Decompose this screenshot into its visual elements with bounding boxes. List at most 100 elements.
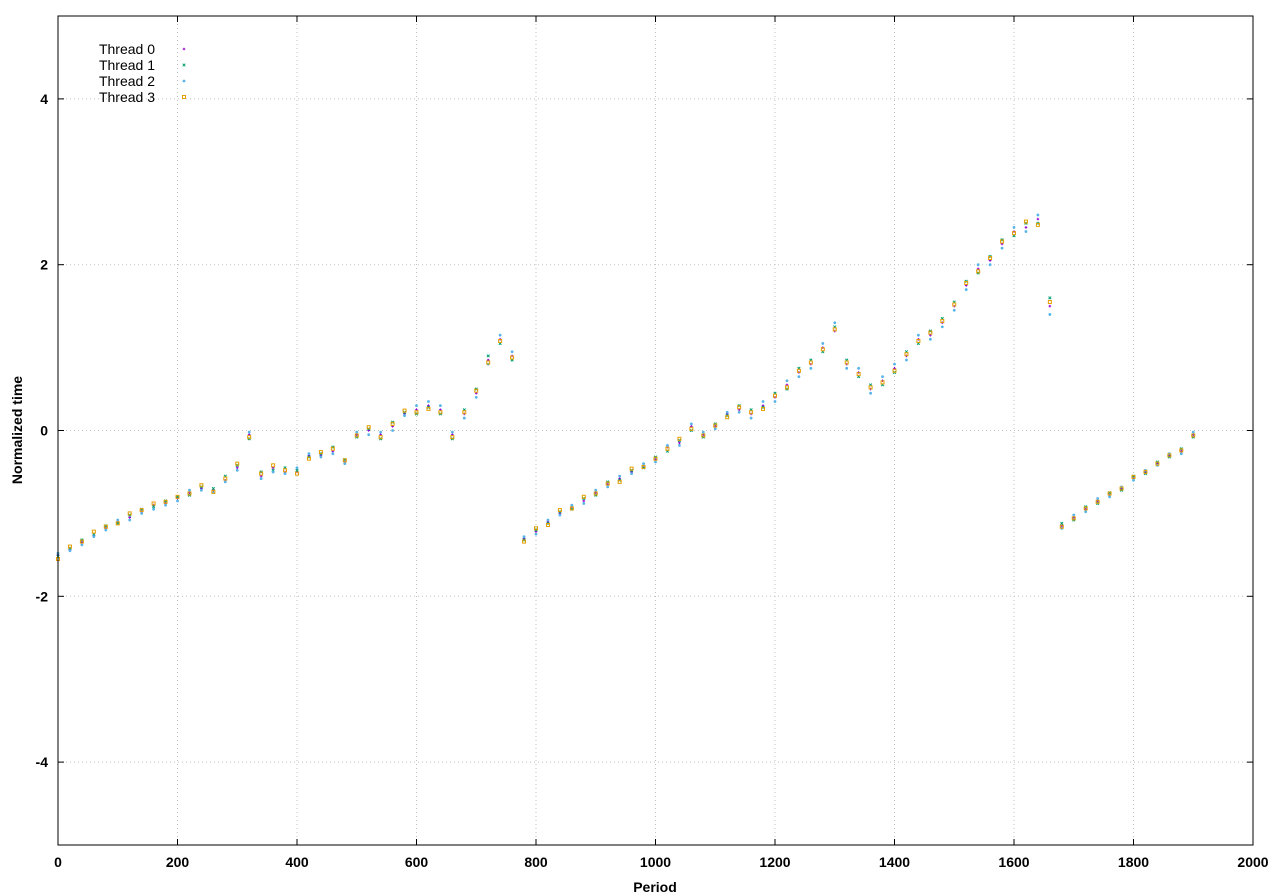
data-point xyxy=(139,508,144,513)
data-point xyxy=(498,338,503,343)
data-point xyxy=(1084,510,1088,514)
data-point xyxy=(701,430,705,434)
data-point xyxy=(701,433,706,438)
x-tick-label: 400 xyxy=(285,854,309,870)
data-point xyxy=(115,521,120,526)
data-point xyxy=(176,499,179,503)
data-point xyxy=(1047,300,1052,305)
data-point xyxy=(881,375,884,379)
data-point xyxy=(450,430,454,434)
data-point xyxy=(271,470,275,474)
data-point xyxy=(976,263,980,267)
data-point xyxy=(821,342,825,345)
data-point xyxy=(988,263,992,267)
data-point xyxy=(116,518,120,522)
data-point xyxy=(964,288,968,291)
data-point xyxy=(988,256,993,261)
data-point xyxy=(1000,239,1005,244)
data-point xyxy=(1107,491,1112,496)
data-point xyxy=(151,505,156,509)
series-thread-0 xyxy=(56,217,1195,557)
data-point xyxy=(892,368,897,373)
y-tick-labels: -4 -2 0 2 4 xyxy=(36,91,49,770)
x-tick-label: 2000 xyxy=(1237,854,1268,870)
data-point xyxy=(642,462,645,466)
data-point xyxy=(1083,506,1088,511)
data-point xyxy=(175,495,180,499)
data-point xyxy=(152,507,156,511)
data-point xyxy=(295,471,299,476)
data-point xyxy=(164,503,167,507)
data-point xyxy=(1167,453,1172,458)
data-point xyxy=(318,450,323,455)
data-point xyxy=(737,405,742,410)
data-point xyxy=(905,358,908,362)
x-tick-label: 200 xyxy=(166,854,190,870)
data-point xyxy=(175,494,180,499)
data-point xyxy=(498,333,502,337)
data-point xyxy=(211,486,216,491)
data-point xyxy=(319,455,323,459)
data-point xyxy=(809,366,813,370)
data-point xyxy=(653,456,658,461)
data-point xyxy=(773,393,777,398)
y-axis-label: Normalized time xyxy=(9,376,25,484)
data-point xyxy=(569,506,574,511)
data-point xyxy=(68,549,72,553)
data-point xyxy=(976,269,981,274)
data-point xyxy=(116,521,120,526)
data-point xyxy=(367,429,370,432)
data-point xyxy=(833,321,837,325)
data-point xyxy=(630,472,633,476)
data-point xyxy=(534,530,538,533)
data-point xyxy=(211,489,216,494)
x-tick-label: 1400 xyxy=(879,854,910,870)
series-thread-1 xyxy=(56,221,1195,559)
data-point xyxy=(689,422,693,426)
x-tick-label: 1800 xyxy=(1118,854,1149,870)
grid xyxy=(58,16,1253,845)
data-point xyxy=(474,395,478,399)
data-point xyxy=(426,406,431,411)
data-point xyxy=(486,360,491,365)
legend-marker xyxy=(182,63,186,67)
data-point xyxy=(678,444,681,447)
data-point xyxy=(1048,304,1052,308)
data-point xyxy=(1048,313,1052,316)
data-point xyxy=(820,347,825,352)
data-point xyxy=(1036,217,1040,221)
data-point xyxy=(522,539,527,544)
data-point xyxy=(223,480,227,484)
data-point xyxy=(306,456,311,461)
data-point xyxy=(510,350,514,354)
data-point xyxy=(128,518,132,522)
data-point xyxy=(259,477,263,480)
x-tick-label: 600 xyxy=(405,854,429,870)
data-point xyxy=(1059,524,1064,529)
y-tick-label: 2 xyxy=(40,257,48,273)
data-point xyxy=(558,513,562,517)
data-point xyxy=(916,338,921,343)
data-point xyxy=(689,426,694,431)
data-point xyxy=(952,308,956,312)
data-point xyxy=(666,444,669,447)
data-point xyxy=(1108,495,1111,499)
data-point xyxy=(893,362,896,366)
data-point xyxy=(1012,225,1016,229)
data-point xyxy=(355,430,359,434)
y-tick-label: 0 xyxy=(40,423,48,439)
x-axis-label: Period xyxy=(633,879,677,895)
data-point xyxy=(80,543,84,547)
data-point xyxy=(354,433,359,438)
data-point xyxy=(1095,499,1100,504)
y-tick-label: -2 xyxy=(36,588,49,604)
data-point xyxy=(366,425,371,430)
data-point xyxy=(678,441,681,445)
data-point xyxy=(570,503,574,507)
data-point xyxy=(940,325,944,329)
data-point xyxy=(307,452,311,456)
y-tick-label: -4 xyxy=(36,754,49,770)
data-point xyxy=(581,494,586,499)
data-point xyxy=(92,535,96,539)
